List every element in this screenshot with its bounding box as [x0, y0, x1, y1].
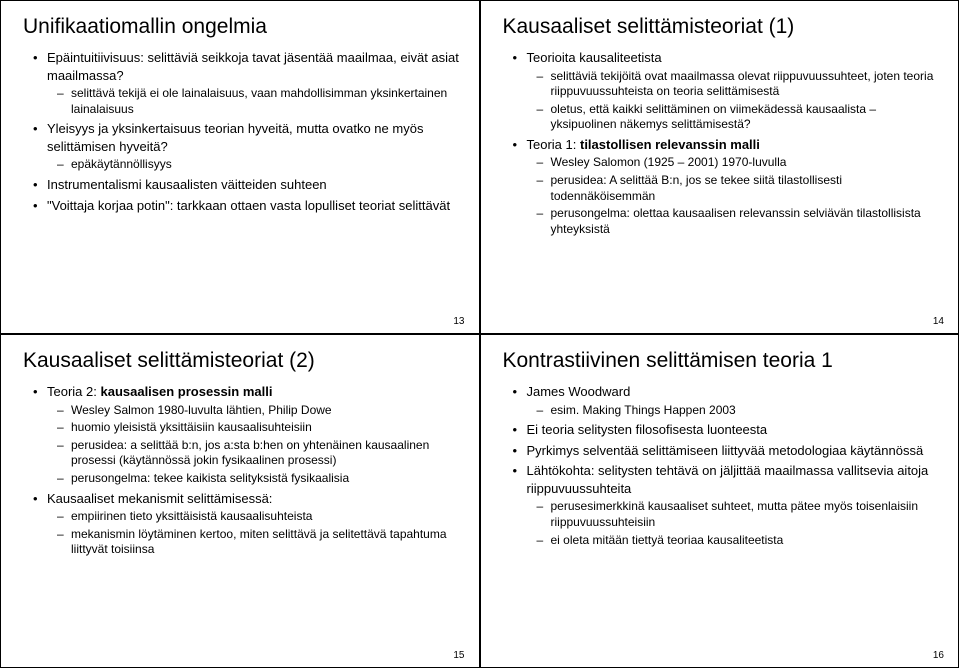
item-text: Lähtökohta: selitysten tehtävä on jäljit…	[527, 463, 929, 496]
slide: Kontrastiivinen selittämisen teoria 1 Jam…	[480, 334, 959, 668]
sub-item: epäkäytännöllisyys	[61, 157, 461, 173]
list-item: Teoria 1: tilastollisen relevanssin mall…	[517, 136, 941, 238]
sub-item: perusongelma: olettaa kausaalisen releva…	[541, 206, 941, 237]
sub-list: Wesley Salomon (1925 – 2001) 1970-luvull…	[527, 155, 941, 237]
bullet-list: Teoria 2: kausaalisen prosessin malli Wes…	[23, 383, 461, 659]
item-text: Yleisyys ja yksinkertaisuus teorian hyve…	[47, 121, 423, 154]
slide-number: 13	[453, 316, 464, 327]
sub-item: selittäviä tekijöitä ovat maailmassa ole…	[541, 69, 941, 100]
sub-list: selittäviä tekijöitä ovat maailmassa ole…	[527, 69, 941, 133]
bullet-list: Teorioita kausaliteetista selittäviä teki…	[503, 49, 941, 325]
bullet-list: Epäintuitiivisuus: selittäviä seikkoja t…	[23, 49, 461, 325]
sub-item: selittävä tekijä ei ole lainalaisuus, va…	[61, 86, 461, 117]
list-item: Lähtökohta: selitysten tehtävä on jäljit…	[517, 462, 941, 548]
slide-number: 15	[453, 650, 464, 661]
bullet-list: James Woodward esim. Making Things Happen…	[503, 383, 941, 659]
sub-item: esim. Making Things Happen 2003	[541, 403, 941, 419]
list-item: "Voittaja korjaa potin": tarkkaan ottaen…	[37, 197, 461, 215]
slide: Kausaaliset selittämisteoriat (2) Teoria …	[0, 334, 480, 668]
sub-item: huomio yleisistä yksittäisiin kausaalisu…	[61, 420, 461, 436]
list-item: Yleisyys ja yksinkertaisuus teorian hyve…	[37, 120, 461, 173]
sub-item: perusidea: A selittää B:n, jos se tekee …	[541, 173, 941, 204]
item-text: Pyrkimys selventää selittämiseen liittyv…	[527, 443, 924, 458]
list-item: Teoria 2: kausaalisen prosessin malli Wes…	[37, 383, 461, 487]
list-item: Pyrkimys selventää selittämiseen liittyv…	[517, 442, 941, 460]
sub-item: perusesimerkkinä kausaaliset suhteet, mu…	[541, 499, 941, 530]
sub-item: Wesley Salmon 1980-luvulta lähtien, Phil…	[61, 403, 461, 419]
item-text: James Woodward	[527, 384, 631, 399]
sub-item: oletus, että kaikki selittäminen on viim…	[541, 102, 941, 133]
slide-title: Kausaaliset selittämisteoriat (1)	[503, 15, 941, 39]
item-text: Teoria 2: kausaalisen prosessin malli	[47, 384, 272, 399]
sub-item: mekanismin löytäminen kertoo, miten seli…	[61, 527, 461, 558]
slide-title: Kausaaliset selittämisteoriat (2)	[23, 349, 461, 373]
sub-item: Wesley Salomon (1925 – 2001) 1970-luvull…	[541, 155, 941, 171]
sub-list: selittävä tekijä ei ole lainalaisuus, va…	[47, 86, 461, 117]
item-text: "Voittaja korjaa potin": tarkkaan ottaen…	[47, 198, 450, 213]
slide-title: Unifikaatiomallin ongelmia	[23, 15, 461, 39]
item-text: Epäintuitiivisuus: selittäviä seikkoja t…	[47, 50, 459, 83]
slide-title: Kontrastiivinen selittämisen teoria 1	[503, 349, 941, 373]
list-item: Teorioita kausaliteetista selittäviä teki…	[517, 49, 941, 133]
sub-item: empiirinen tieto yksittäisistä kausaalis…	[61, 509, 461, 525]
sub-list: epäkäytännöllisyys	[47, 157, 461, 173]
sub-item: ei oleta mitään tiettyä teoriaa kausalit…	[541, 533, 941, 549]
item-text: Ei teoria selitysten filosofisesta luont…	[527, 422, 768, 437]
sub-item: perusongelma: tekee kaikista selityksist…	[61, 471, 461, 487]
list-item: James Woodward esim. Making Things Happen…	[517, 383, 941, 418]
item-text: Instrumentalismi kausaalisten väitteiden…	[47, 177, 327, 192]
sub-list: empiirinen tieto yksittäisistä kausaalis…	[47, 509, 461, 558]
sub-item: perusidea: a selittää b:n, jos a:sta b:h…	[61, 438, 461, 469]
sub-list: Wesley Salmon 1980-luvulta lähtien, Phil…	[47, 403, 461, 487]
slide: Unifikaatiomallin ongelmia Epäintuitiivis…	[0, 0, 480, 334]
sub-list: perusesimerkkinä kausaaliset suhteet, mu…	[527, 499, 941, 548]
slide-number: 14	[933, 316, 944, 327]
list-item: Instrumentalismi kausaalisten väitteiden…	[37, 176, 461, 194]
sub-list: esim. Making Things Happen 2003	[527, 403, 941, 419]
list-item: Ei teoria selitysten filosofisesta luont…	[517, 421, 941, 439]
slide-number: 16	[933, 650, 944, 661]
list-item: Kausaaliset mekanismit selittämisessä: em…	[37, 490, 461, 558]
item-text: Kausaaliset mekanismit selittämisessä:	[47, 491, 272, 506]
list-item: Epäintuitiivisuus: selittäviä seikkoja t…	[37, 49, 461, 117]
item-text: Teorioita kausaliteetista	[527, 50, 662, 65]
item-text: Teoria 1: tilastollisen relevanssin mall…	[527, 137, 760, 152]
slide: Kausaaliset selittämisteoriat (1) Teorioi…	[480, 0, 959, 334]
